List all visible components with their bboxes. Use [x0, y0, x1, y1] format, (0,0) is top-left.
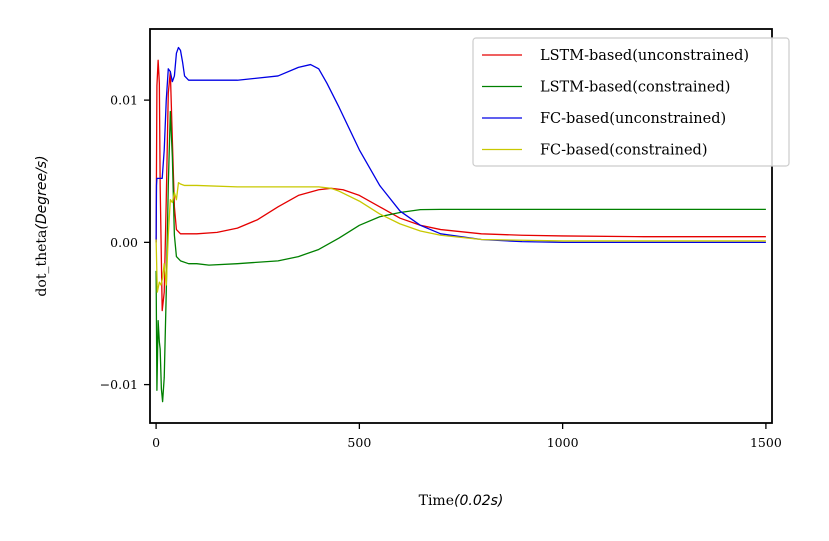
legend-label-3: FC-based(constrained): [540, 143, 707, 159]
y-axis-label-prefix: dot_theta: [34, 230, 50, 297]
legend-items: LSTM-based(unconstrained) LSTM-based(cons…: [482, 48, 749, 159]
x-tick-label: 1500: [750, 435, 782, 450]
y-axis-label: dot_theta(Degree/s): [34, 155, 50, 296]
series-line-0: [155, 59, 766, 312]
y-tick-label: 0.01: [110, 93, 138, 108]
legend-frame: [472, 37, 790, 167]
ticks-layer: 0 500 1000 1500 −0.01 0.00 0.01: [100, 93, 782, 450]
x-tick-label: 1000: [547, 435, 579, 450]
legend-label-0: LSTM-based(unconstrained): [540, 48, 749, 64]
x-axis-label-unit: (0.02s): [454, 493, 503, 509]
y-tick-label: −0.01: [100, 377, 138, 392]
y-tick-label: 0.00: [110, 235, 138, 250]
x-tick-label: 500: [347, 435, 371, 450]
y-axis-label-unit: (Degree/s): [34, 155, 50, 229]
legend-label-1: LSTM-based(constrained): [540, 80, 730, 96]
legend-label-2: FC-based(unconstrained): [540, 111, 726, 127]
x-tick-label: 0: [152, 435, 160, 450]
x-axis-label: Time(0.02s): [419, 493, 504, 509]
series-line-1: [155, 110, 766, 403]
legend: LSTM-based(unconstrained) LSTM-based(cons…: [472, 37, 790, 167]
series-layer: [155, 46, 766, 403]
x-axis-label-prefix: Time: [419, 493, 454, 509]
plot-frame: [149, 28, 773, 424]
series-line-2: [155, 46, 766, 244]
series-line-3: [155, 181, 766, 293]
